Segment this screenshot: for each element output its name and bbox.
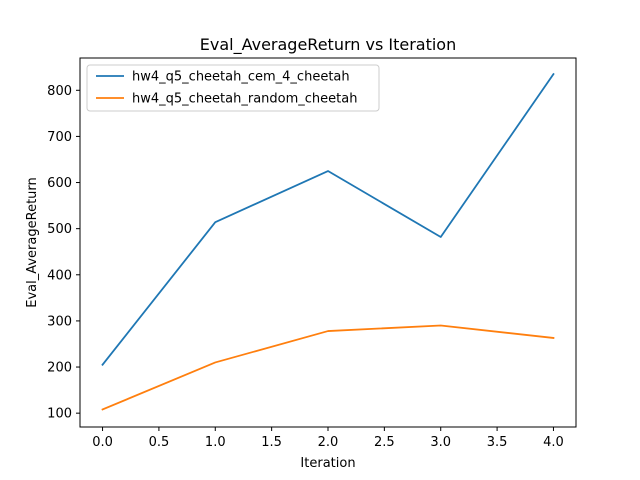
legend-items: hw4_q5_cheetah_cem_4_cheetah hw4_q5_cheet… [96,70,357,107]
y-axis: 100 200 300 400 500 600 700 800 [47,84,80,422]
series-line-2 [101,324,555,411]
x-tick-label: 1.5 [261,435,282,450]
y-tick-label: 600 [47,176,72,191]
chart-title: Eval_AverageReturn vs Iteration [200,35,456,55]
x-tick-label: 2.5 [374,435,395,450]
x-tick-label: 2.0 [318,435,339,450]
legend-label-2: hw4_q5_cheetah_random_cheetah [132,92,357,107]
legend-box [86,64,380,112]
x-tick-label: 3.5 [487,435,508,450]
y-tick-label: 500 [47,222,72,237]
x-axis-label: Iteration [300,456,355,471]
series-layer [101,72,555,411]
x-axis: 0.0 0.5 1.0 1.5 2.0 2.5 3.0 3.5 4.0 [92,427,564,450]
legend: hw4_q5_cheetah_cem_4_cheetah hw4_q5_cheet… [86,64,380,112]
x-tick-label: 4.0 [543,435,564,450]
y-axis-label: Eval_AverageReturn [25,177,40,308]
y-tick-label: 100 [47,407,72,422]
x-tick-label: 0.5 [149,435,170,450]
y-tick-label: 300 [47,314,72,329]
x-tick-label: 1.0 [205,435,226,450]
legend-label-1: hw4_q5_cheetah_cem_4_cheetah [132,70,350,85]
x-tick-label: 3.0 [430,435,451,450]
y-tick-label: 700 [47,130,72,145]
y-tick-label: 400 [47,268,72,283]
y-tick-label: 800 [47,84,72,99]
y-tick-label: 200 [47,361,72,376]
series-line-1 [101,72,555,366]
x-tick-label: 0.0 [92,435,113,450]
